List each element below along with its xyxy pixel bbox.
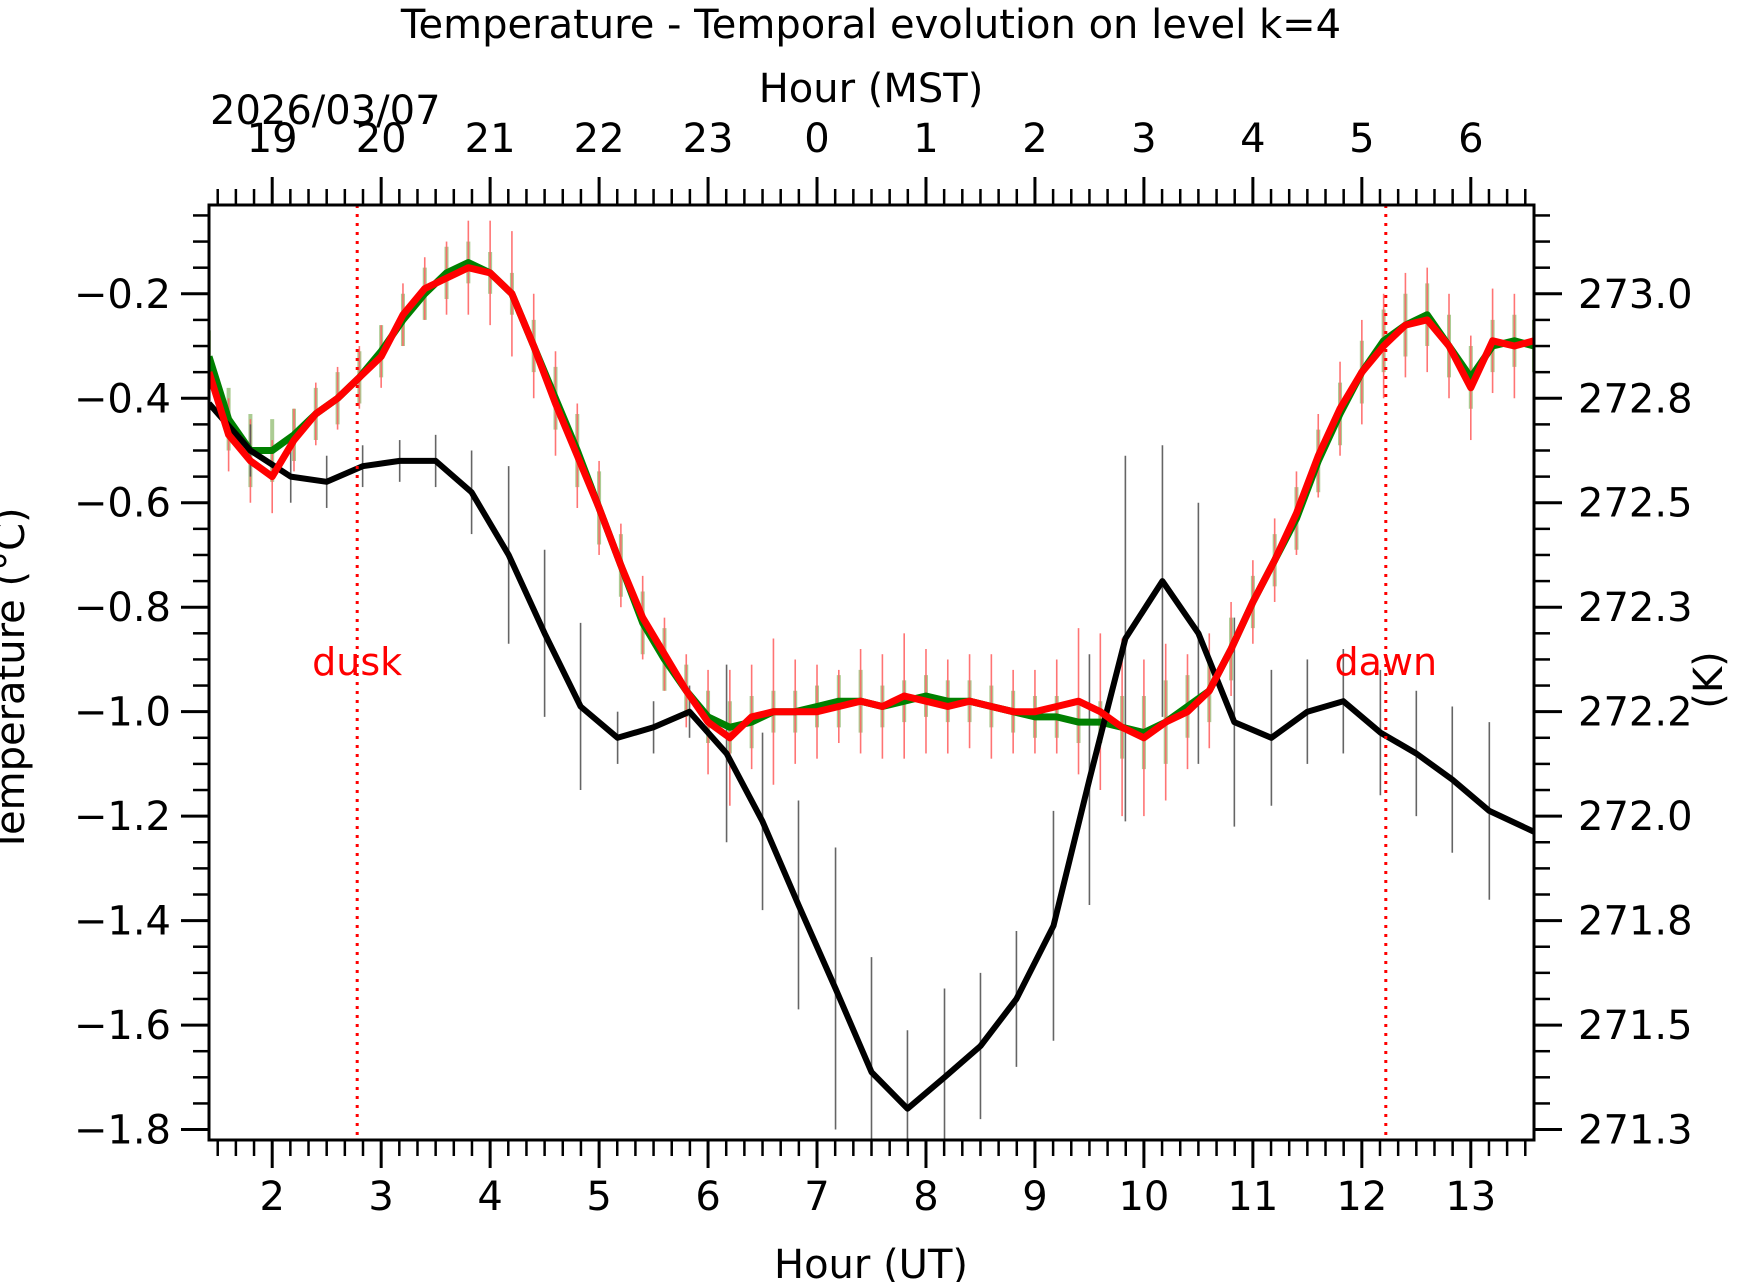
x-tick-label: 11 <box>1227 1174 1278 1220</box>
x2-tick-label: 23 <box>683 116 734 162</box>
dusk-label: dusk <box>312 640 402 684</box>
x-tick-label: 5 <box>586 1174 611 1220</box>
y2-tick-label: 273.0 <box>1578 272 1693 318</box>
y2-tick-label: 271.3 <box>1578 1108 1693 1154</box>
date-label: 2026/03/07 <box>210 88 441 134</box>
y-tick-label: −1.8 <box>74 1108 171 1154</box>
y-tick-label: −1.2 <box>74 794 171 840</box>
series-group <box>209 220 1534 1140</box>
y-tick-label: −1.0 <box>74 690 171 736</box>
x2-tick-label: 21 <box>465 116 516 162</box>
x-tick-label: 3 <box>368 1174 393 1220</box>
x-tick-label: 13 <box>1445 1174 1496 1220</box>
y2-tick-label: 272.2 <box>1578 690 1693 736</box>
y-axis-label: Temperature (°C) <box>0 507 34 853</box>
x2-tick-label: 6 <box>1458 116 1483 162</box>
series-3-line <box>209 401 1534 1112</box>
dawn-label: dawn <box>1335 640 1438 684</box>
x2-tick-label: 0 <box>804 116 829 162</box>
x-tick-label: 8 <box>913 1174 938 1220</box>
y2-tick-label: 272.5 <box>1578 481 1693 527</box>
y2-tick-label: 271.5 <box>1578 1003 1693 1049</box>
y-tick-label: −0.2 <box>74 272 171 318</box>
x2-tick-label: 20 <box>356 116 407 162</box>
y2-axis-label: (K) <box>1686 651 1732 708</box>
x-tick-label: 12 <box>1336 1174 1387 1220</box>
y2-tick-label: 272.3 <box>1578 585 1693 631</box>
x-tick-label: 2 <box>259 1174 284 1220</box>
chart-title: Temperature - Temporal evolution on leve… <box>400 2 1341 48</box>
x-axis-label: Hour (UT) <box>774 1242 968 1282</box>
x2-tick-label: 5 <box>1349 116 1374 162</box>
y2-tick-label: 271.8 <box>1578 899 1693 945</box>
x2-axis-label: Hour (MST) <box>759 66 984 112</box>
x-tick-label: 6 <box>695 1174 720 1220</box>
x2-tick-label: 19 <box>247 116 298 162</box>
y-tick-label: −0.6 <box>74 481 171 527</box>
x2-tick-label: 2 <box>1022 116 1047 162</box>
x-tick-label: 9 <box>1022 1174 1047 1220</box>
series-2-line <box>209 264 1534 742</box>
y2-tick-label: 272.8 <box>1578 376 1693 422</box>
x-tick-label: 7 <box>804 1174 829 1220</box>
x-tick-label: 10 <box>1118 1174 1169 1220</box>
y-tick-label: −1.6 <box>74 1003 171 1049</box>
y-tick-label: −0.8 <box>74 585 171 631</box>
x2-tick-label: 22 <box>574 116 625 162</box>
y-tick-label: −1.4 <box>74 899 171 945</box>
y-tick-label: −0.4 <box>74 376 171 422</box>
x2-tick-label: 3 <box>1131 116 1156 162</box>
x2-tick-label: 4 <box>1240 116 1265 162</box>
y2-tick-label: 272.0 <box>1578 794 1693 840</box>
x-tick-label: 4 <box>477 1174 502 1220</box>
x2-tick-label: 1 <box>913 116 938 162</box>
